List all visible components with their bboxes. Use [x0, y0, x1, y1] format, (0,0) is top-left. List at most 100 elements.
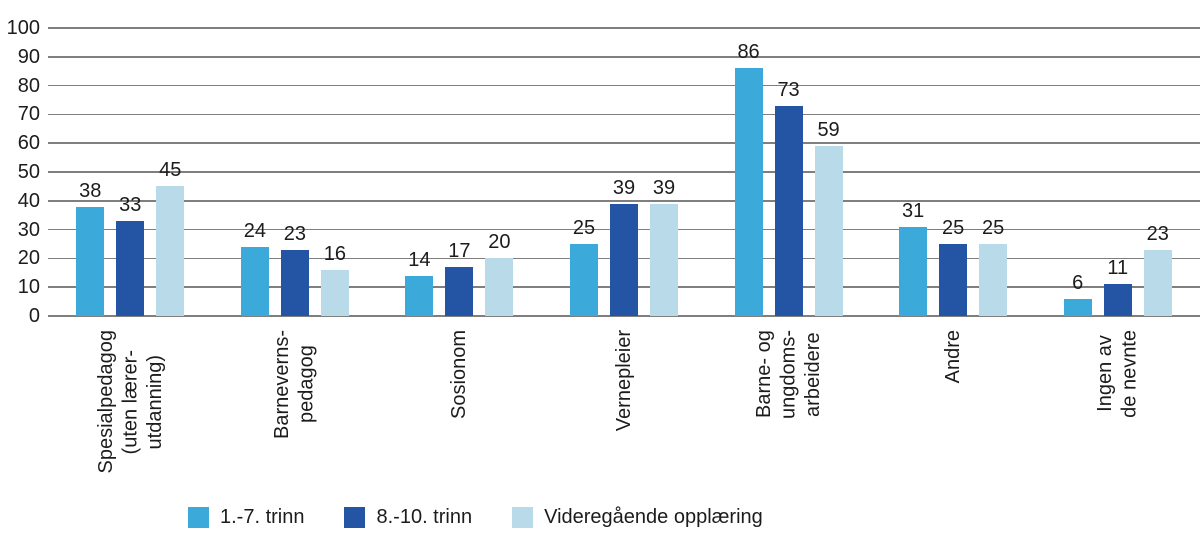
bar — [445, 267, 474, 316]
bar — [569, 244, 598, 316]
bar-value-label: 33 — [119, 193, 142, 216]
bar-slot: 33 — [116, 28, 145, 316]
category-label: Ingen av de nevnte — [1035, 330, 1200, 490]
bar-group: 31 25 25 — [871, 28, 1036, 316]
legend-label: Videregående opplæring — [544, 506, 763, 528]
legend-label: 1.-7. trinn — [220, 506, 305, 528]
bar — [939, 244, 968, 316]
category-label: Spesialpedagog (uten lærer- utdanning) — [48, 330, 213, 490]
bar-slot: 23 — [280, 28, 309, 316]
bar-value-label: 17 — [448, 240, 471, 263]
bar — [240, 246, 269, 316]
bar-value-label: 6 — [1072, 271, 1084, 294]
category-label-text: Ingen av de nevnte — [1094, 330, 1141, 418]
bar-slot: 17 — [445, 28, 474, 316]
bar-slot: 38 — [76, 28, 105, 316]
legend-item: Videregående opplæring — [512, 506, 763, 529]
y-gridline — [48, 142, 1200, 144]
bar-group: 14 17 20 — [377, 28, 542, 316]
bar-slot: 59 — [814, 28, 843, 316]
bar-value-label: 39 — [612, 176, 636, 199]
bar-slot: 73 — [774, 28, 803, 316]
category-label: Sosionom — [377, 330, 542, 490]
bar-slot: 39 — [649, 28, 678, 316]
category-label: Barne- og ungdoms- arbeidere — [706, 330, 871, 490]
bar-value-label: 38 — [79, 179, 102, 202]
y-tick-label: 30 — [17, 218, 40, 241]
y-gridline — [48, 113, 1200, 116]
bar-value-label: 73 — [777, 78, 800, 101]
y-tick-label: 60 — [17, 132, 40, 155]
bar-value-label: 20 — [488, 231, 511, 254]
bar-value-label: 23 — [283, 222, 306, 245]
bar — [649, 203, 678, 316]
category-label-text: Vernepleier — [612, 330, 635, 432]
bar-slot: 23 — [1143, 28, 1172, 316]
bar-slot: 14 — [405, 28, 434, 316]
category-label: Barneverns- pedagog — [213, 330, 378, 490]
bar-slot: 25 — [569, 28, 598, 316]
legend-swatch — [344, 507, 366, 528]
y-gridline — [48, 84, 1200, 87]
bar-group: 38 33 45 — [48, 28, 213, 316]
category-label: Vernepleier — [542, 330, 707, 490]
bar-value-label: 25 — [942, 217, 965, 239]
bar-group: 24 23 16 — [213, 28, 378, 316]
y-gridline — [48, 56, 1200, 58]
bar-value-label: 39 — [652, 176, 676, 199]
category-label-text: Andre — [941, 330, 964, 384]
y-tick-label: 100 — [6, 17, 40, 39]
legend-label: 8.-10. trinn — [376, 506, 473, 528]
y-tick-label: 90 — [17, 45, 40, 68]
bar-group: 6 11 23 — [1035, 28, 1200, 316]
legend-swatch — [188, 507, 209, 528]
category-label-text: Barne- og ungdoms- arbeidere — [752, 330, 824, 419]
bar — [1103, 284, 1132, 316]
bar — [485, 258, 514, 316]
bar-slot: 25 — [979, 28, 1008, 316]
bar-value-label: 23 — [1146, 222, 1169, 245]
legend: 1.-7. trinn 8.-10. trinn Videregående oppl… — [188, 506, 763, 529]
y-gridline — [48, 27, 1200, 29]
y-tick-label: 50 — [17, 161, 40, 183]
legend-item: 1.-7. trinn — [188, 506, 304, 529]
bar — [734, 68, 763, 316]
bar — [814, 146, 843, 316]
bar-value-label: 25 — [572, 217, 596, 239]
bar-slot: 45 — [156, 28, 185, 316]
bar — [116, 220, 145, 316]
y-gridline — [48, 171, 1200, 173]
y-tick-label: 80 — [17, 74, 40, 97]
category-label-text: Sosionom — [448, 330, 471, 419]
bar — [320, 269, 349, 316]
bar — [899, 226, 928, 316]
legend-swatch — [512, 507, 534, 528]
bar — [1063, 298, 1092, 316]
category-label-text: Spesialpedagog (uten lærer- utdanning) — [94, 330, 166, 474]
bar-value-label: 16 — [323, 242, 346, 265]
bar-slot: 6 — [1063, 28, 1092, 316]
bar-value-label: 59 — [817, 119, 840, 142]
bar-slot: 20 — [485, 28, 514, 316]
y-tick-label: 0 — [28, 305, 40, 327]
bar — [280, 249, 309, 316]
bar-value-label: 45 — [159, 159, 182, 182]
bar-slot: 16 — [320, 28, 349, 316]
bar-slot: 24 — [240, 28, 269, 316]
bar-group: 25 39 39 — [542, 28, 707, 316]
y-tick-label: 10 — [17, 276, 40, 299]
bar-slot: 86 — [734, 28, 763, 316]
y-gridline — [48, 200, 1200, 202]
bar — [774, 105, 803, 316]
bar — [979, 244, 1008, 316]
bar-slot: 31 — [899, 28, 928, 316]
bar-slot: 39 — [609, 28, 638, 316]
bar-value-label: 24 — [243, 219, 266, 242]
legend-item: 8.-10. trinn — [344, 506, 472, 529]
bar-slot: 25 — [939, 28, 968, 316]
bar-value-label: 31 — [902, 199, 925, 222]
bar-value-label: 14 — [408, 248, 431, 271]
bar-value-label: 86 — [737, 41, 760, 64]
category-label-text: Barneverns- pedagog — [271, 330, 318, 439]
